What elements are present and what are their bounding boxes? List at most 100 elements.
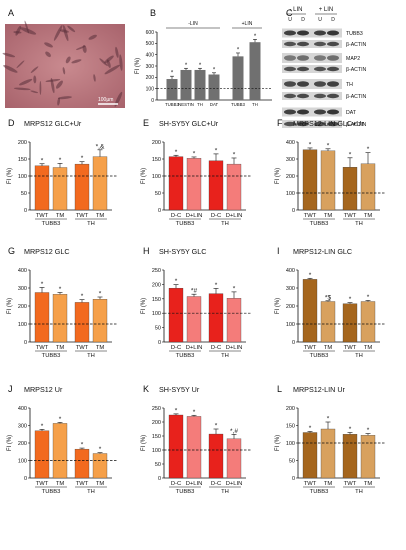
blot-band — [314, 30, 326, 36]
cell-shape — [2, 52, 16, 58]
significance-marker: * — [175, 278, 178, 285]
y-axis-label: FI (%) — [141, 435, 147, 451]
panel-letter: F — [277, 118, 283, 128]
blot-strip — [282, 92, 342, 100]
group-label: +LIN — [242, 21, 253, 27]
bar — [302, 432, 318, 479]
significance-marker: * — [254, 34, 257, 40]
bar — [92, 453, 108, 479]
blot-band — [297, 121, 309, 127]
panel-title: MRPS12 GLC — [24, 247, 70, 256]
cell-shape — [24, 20, 29, 34]
blot-band — [314, 109, 326, 115]
cell-shape — [76, 45, 86, 50]
y-axis-label: FI (%) — [135, 58, 141, 74]
group-label: TH — [221, 353, 229, 359]
bar — [92, 299, 108, 343]
blot-strip — [282, 40, 342, 48]
y-tick-label: 200 — [286, 174, 295, 180]
blot-band — [284, 121, 296, 127]
significance-marker: * — [41, 157, 44, 164]
panel-e: E SH-SY5Y GLC+Ur 0 50 100 150 200 FI (%) * D-C * D+… — [141, 118, 252, 227]
blot-band — [297, 81, 309, 87]
panel-k: K SH-SY5Y Ur 0 50 100 150 200 250 FI (%) * D-C * D+L… — [141, 384, 252, 495]
blot-row-label: TH — [346, 82, 353, 88]
group-label: TUBB3 — [310, 221, 329, 227]
y-tick-label: 200 — [286, 406, 295, 412]
y-tick-label: 0 — [24, 208, 27, 214]
blot-band — [297, 109, 309, 115]
bar — [208, 160, 224, 211]
significance-marker: * — [349, 151, 352, 158]
significance-marker: * — [215, 147, 218, 154]
y-tick-label: 400 — [18, 406, 27, 412]
bar — [186, 416, 202, 479]
panel-title: MRPS12-LIN GLC+Ur — [293, 119, 365, 128]
cell-shape — [104, 55, 114, 64]
y-tick-label: 50 — [289, 459, 295, 465]
y-tick-label: 0 — [292, 476, 295, 482]
blot-band — [297, 30, 309, 36]
bar — [186, 296, 202, 343]
bar-label: TWT — [76, 345, 89, 351]
significance-marker: * — [81, 442, 84, 449]
y-tick-label: 100 — [286, 441, 295, 447]
bar — [208, 293, 224, 343]
micrograph-image — [5, 24, 125, 108]
bar — [320, 428, 336, 479]
blot-strip — [282, 53, 342, 63]
panel-f: F MRPS12-LIN GLC+Ur 0 100 200 300 400 FI (%) * TW… — [275, 118, 386, 227]
cell-shape — [33, 75, 37, 84]
y-tick-label: 300 — [146, 64, 155, 70]
y-tick-label: 400 — [146, 52, 155, 58]
blot-band — [284, 109, 296, 115]
micrograph-cells — [2, 20, 123, 107]
bar-label: TM — [324, 213, 333, 219]
bar — [320, 150, 336, 211]
bar — [168, 414, 184, 479]
cell-shape — [63, 25, 69, 42]
significance-marker: * — [237, 47, 240, 53]
y-tick-label: 0 — [158, 340, 161, 346]
cell-shape — [59, 29, 69, 33]
blot-strip — [282, 79, 342, 89]
significance-marker: * — [309, 272, 312, 279]
bar-label: TM — [56, 481, 65, 487]
blot-band — [314, 81, 326, 87]
bar-label: D-C — [171, 345, 181, 351]
significance-marker: *,& — [96, 143, 105, 150]
cell-shape — [50, 77, 55, 94]
y-tick-label: 0 — [158, 208, 161, 214]
panel-h: H SH-SY5Y GLC 0 50 100 150 200 250 FI (%) * D-C *# D… — [141, 246, 252, 359]
bar — [166, 79, 178, 100]
panel-b: B 0 100 200 300 400 500 600 FI (%) * TUBB3 * NESTIN *… — [135, 8, 272, 107]
panel-title: SH-SY5Y GLC — [159, 247, 206, 256]
y-tick-label: 200 — [286, 304, 295, 310]
blot-band — [284, 30, 296, 36]
bar-label: TWT — [36, 213, 49, 219]
y-tick-label: 0 — [24, 340, 27, 346]
cell-shape — [57, 97, 61, 106]
bar — [232, 56, 244, 100]
blot-band — [327, 30, 339, 36]
cell-shape — [93, 74, 96, 82]
category-label: TUBB3 — [165, 102, 179, 107]
y-tick-label: 100 — [152, 448, 161, 454]
bar-label: TM — [96, 345, 105, 351]
bar-label: D+LIN — [226, 481, 243, 487]
panel-letter: E — [143, 118, 149, 128]
panel-letter: D — [8, 118, 15, 128]
y-tick-label: 500 — [146, 41, 155, 47]
y-tick-label: 0 — [158, 476, 161, 482]
panel-title: MRPS12-LIN GLC — [293, 247, 352, 256]
significance-marker: * — [349, 426, 352, 433]
y-axis-label: FI (%) — [275, 435, 281, 451]
group-label: TUBB3 — [42, 353, 61, 359]
blot-band — [297, 55, 309, 61]
bar-label: D+LIN — [226, 345, 243, 351]
significance-marker: * — [59, 157, 62, 164]
significance-marker: * — [233, 151, 236, 158]
group-label: TUBB3 — [310, 353, 329, 359]
group-label: - LIN — [289, 7, 302, 13]
bar-label: TWT — [304, 213, 317, 219]
